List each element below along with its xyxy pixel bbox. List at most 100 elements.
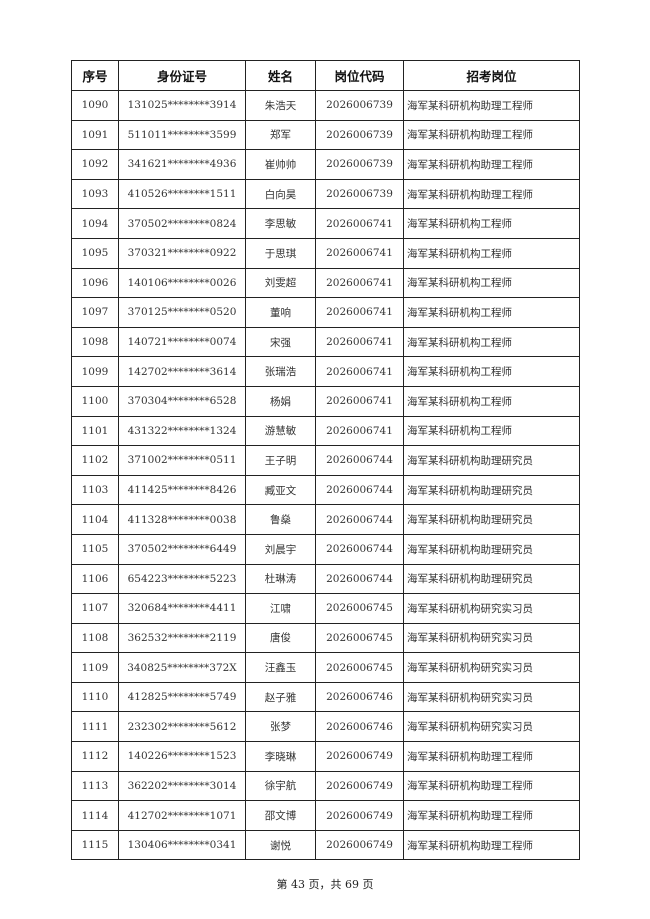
cell-position-code: 2026006746 [315, 681, 404, 713]
cell-index: 1111 [71, 711, 119, 743]
table-row: 1098 140721********0074 宋强 2026006741 海军某科研机… [71, 326, 580, 358]
table-row: 1096 140106********0026 刘雯超 2026006741 海军某科研… [71, 267, 580, 299]
cell-name: 董响 [245, 297, 316, 328]
cell-name: 白向昊 [245, 178, 316, 210]
cell-position: 海军某科研机构助理研究员 [403, 445, 580, 476]
cell-index: 1107 [71, 593, 119, 624]
cell-position: 海军某科研机构助理工程师 [403, 800, 580, 831]
cell-position: 海军某科研机构助理研究员 [403, 563, 580, 595]
cell-id-number: 370502********6449 [118, 533, 246, 565]
header-name: 姓名 [245, 60, 316, 91]
cell-name: 赵子雅 [245, 681, 316, 713]
cell-name: 谢悦 [245, 829, 316, 861]
cell-position-code: 2026006744 [315, 504, 404, 535]
cell-index: 1097 [71, 297, 119, 328]
cell-position-code: 2026006741 [315, 208, 404, 239]
cell-name: 杨娟 [245, 385, 316, 417]
table-row: 1106 654223********5223 杜琳涛 2026006744 海军某科研… [71, 563, 580, 595]
table-row: 1095 370321********0922 于思琪 2026006741 海军某科研… [71, 237, 580, 269]
cell-position-code: 2026006741 [315, 356, 404, 387]
cell-position-code: 2026006745 [315, 652, 404, 683]
cell-position: 海军某科研机构助理工程师 [403, 90, 580, 121]
page-footer: 第 43 页，共 69 页 [276, 878, 374, 891]
cell-index: 1110 [71, 681, 119, 713]
cell-id-number: 411328********0038 [118, 504, 246, 535]
cell-position: 海军某科研机构助理工程师 [403, 829, 580, 861]
cell-position-code: 2026006746 [315, 711, 404, 743]
header-index: 序号 [71, 60, 119, 91]
cell-name: 邵文博 [245, 800, 316, 831]
cell-index: 1115 [71, 829, 119, 861]
cell-position: 海军某科研机构研究实习员 [403, 652, 580, 683]
cell-index: 1099 [71, 356, 119, 387]
cell-position-code: 2026006739 [315, 149, 404, 180]
cell-id-number: 140226********1523 [118, 741, 246, 772]
cell-index: 1102 [71, 445, 119, 476]
cell-position-code: 2026006745 [315, 593, 404, 624]
table-row: 1101 431322********1324 游慧敏 2026006741 海军某科研… [71, 415, 580, 447]
cell-id-number: 320684********4411 [118, 593, 246, 624]
table-row: 1108 362532********2119 唐俊 2026006745 海军某科研机… [71, 622, 580, 654]
cell-index: 1105 [71, 533, 119, 565]
table-header-row: 序号 身份证号 姓名 岗位代码 招考岗位 [71, 60, 580, 91]
cell-position: 海军某科研机构工程师 [403, 385, 580, 417]
cell-position: 海军某科研机构工程师 [403, 267, 580, 299]
cell-position: 海军某科研机构工程师 [403, 297, 580, 328]
table-row: 1112 140226********1523 李晓琳 2026006749 海军某科研… [71, 741, 580, 772]
cell-id-number: 370304********6528 [118, 385, 246, 417]
cell-name: 刘晨宇 [245, 533, 316, 565]
cell-position-code: 2026006741 [315, 385, 404, 417]
cell-id-number: 362532********2119 [118, 622, 246, 654]
cell-index: 1112 [71, 741, 119, 772]
cell-name: 刘雯超 [245, 267, 316, 299]
cell-id-number: 130406********0341 [118, 829, 246, 861]
cell-position-code: 2026006739 [315, 178, 404, 210]
cell-name: 臧亚文 [245, 474, 316, 506]
cell-id-number: 140721********0074 [118, 326, 246, 358]
cell-index: 1092 [71, 149, 119, 180]
candidate-table: 序号 身份证号 姓名 岗位代码 招考岗位 1090 131025********3… [71, 60, 580, 861]
cell-position-code: 2026006749 [315, 770, 404, 802]
cell-position-code: 2026006749 [315, 829, 404, 861]
cell-index: 1104 [71, 504, 119, 535]
cell-id-number: 370321********0922 [118, 237, 246, 269]
cell-name: 李思敏 [245, 208, 316, 239]
cell-position-code: 2026006745 [315, 622, 404, 654]
table-row: 1097 370125********0520 董响 2026006741 海军某科研机… [71, 297, 580, 328]
cell-index: 1098 [71, 326, 119, 358]
cell-index: 1108 [71, 622, 119, 654]
cell-position: 海军某科研机构助理研究员 [403, 474, 580, 506]
table-row: 1110 412825********5749 赵子雅 2026006746 海军某科研… [71, 681, 580, 713]
cell-index: 1103 [71, 474, 119, 506]
cell-index: 1106 [71, 563, 119, 595]
cell-name: 李晓琳 [245, 741, 316, 772]
cell-position: 海军某科研机构助理工程师 [403, 119, 580, 151]
cell-id-number: 412702********1071 [118, 800, 246, 831]
cell-id-number: 412825********5749 [118, 681, 246, 713]
cell-position: 海军某科研机构助理研究员 [403, 533, 580, 565]
cell-id-number: 142702********3614 [118, 356, 246, 387]
cell-position-code: 2026006741 [315, 267, 404, 299]
cell-position-code: 2026006744 [315, 474, 404, 506]
table-row: 1115 130406********0341 谢悦 2026006749 海军某科研机… [71, 829, 580, 861]
cell-position: 海军某科研机构工程师 [403, 208, 580, 239]
cell-position-code: 2026006741 [315, 326, 404, 358]
cell-index: 1109 [71, 652, 119, 683]
cell-position: 海军某科研机构助理工程师 [403, 149, 580, 180]
cell-id-number: 411425********8426 [118, 474, 246, 506]
table-row: 1099 142702********3614 张瑞浩 2026006741 海军某科研… [71, 356, 580, 387]
cell-id-number: 654223********5223 [118, 563, 246, 595]
table-row: 1091 511011********3599 郑军 2026006739 海军某科研机… [71, 119, 580, 151]
cell-name: 鲁燊 [245, 504, 316, 535]
cell-id-number: 370502********0824 [118, 208, 246, 239]
cell-position: 海军某科研机构工程师 [403, 237, 580, 269]
cell-id-number: 371002********0511 [118, 445, 246, 476]
cell-position: 海军某科研机构研究实习员 [403, 622, 580, 654]
cell-position: 海军某科研机构研究实习员 [403, 681, 580, 713]
cell-index: 1094 [71, 208, 119, 239]
cell-index: 1100 [71, 385, 119, 417]
cell-id-number: 140106********0026 [118, 267, 246, 299]
cell-position: 海军某科研机构助理工程师 [403, 770, 580, 802]
cell-id-number: 362202********3014 [118, 770, 246, 802]
cell-name: 朱浩天 [245, 90, 316, 121]
